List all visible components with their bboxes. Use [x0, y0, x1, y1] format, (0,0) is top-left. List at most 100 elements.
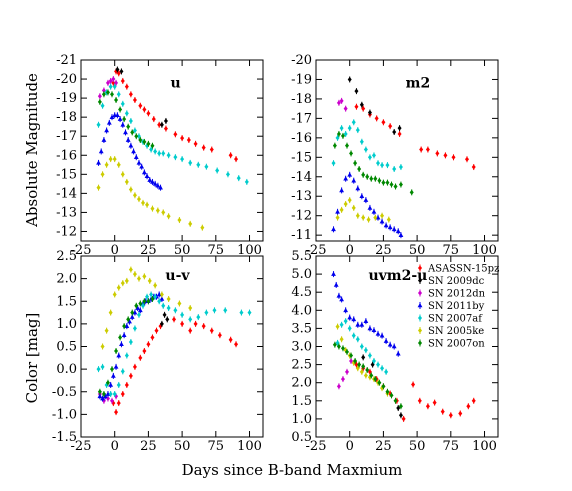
data-point — [361, 354, 366, 360]
data-point — [383, 338, 389, 343]
data-point — [112, 391, 117, 397]
data-point — [133, 154, 139, 159]
data-point — [157, 122, 162, 128]
data-point — [141, 200, 146, 206]
data-point — [331, 160, 336, 166]
data-point — [97, 393, 103, 399]
data-point — [120, 78, 125, 84]
data-point — [349, 358, 354, 364]
x-tick-label: 0 — [111, 243, 119, 258]
data-point — [359, 322, 365, 327]
data-point — [371, 358, 376, 364]
data-point — [335, 209, 340, 214]
data-point — [435, 150, 440, 157]
data-point — [347, 125, 352, 131]
data-point — [144, 173, 150, 179]
data-point — [158, 185, 163, 190]
data-point — [188, 221, 193, 227]
data-point — [193, 141, 198, 147]
panel-frame — [315, 59, 499, 242]
legend-marker — [418, 340, 422, 346]
y-tick-label: 1.0 — [56, 317, 77, 332]
data-point — [153, 294, 158, 300]
y-tick-label: 3.0 — [291, 340, 312, 355]
data-point — [188, 328, 193, 334]
data-point — [336, 131, 341, 137]
data-point — [244, 179, 249, 185]
y-tick-label: -13 — [56, 205, 77, 220]
data-point — [130, 129, 135, 135]
y-tick-label: -16 — [56, 148, 77, 163]
data-point — [359, 343, 364, 350]
data-point — [156, 291, 162, 297]
data-point — [122, 323, 127, 329]
data-point — [166, 152, 171, 158]
data-point — [353, 160, 358, 166]
data-point — [116, 352, 122, 358]
y-tick-label: -19 — [291, 72, 312, 87]
data-point — [371, 152, 376, 158]
data-point — [124, 323, 130, 328]
data-point — [425, 403, 430, 409]
data-point — [120, 171, 125, 177]
data-point — [379, 333, 385, 338]
data-point — [355, 127, 360, 133]
data-point — [163, 125, 168, 132]
data-point — [365, 367, 370, 373]
data-point — [142, 139, 147, 145]
y-tick-label: 0.0 — [56, 362, 77, 377]
y-tick-label: 4.0 — [291, 303, 312, 318]
y-tick-label: -20 — [291, 53, 312, 68]
y-tick-label: -17 — [291, 111, 312, 126]
data-point — [351, 316, 357, 322]
data-point — [188, 305, 193, 311]
data-point — [354, 104, 359, 110]
data-point — [349, 352, 354, 359]
data-point — [159, 321, 164, 327]
data-point — [215, 167, 220, 174]
data-point — [355, 185, 361, 191]
data-point — [367, 369, 372, 375]
x-tick-label: 100 — [237, 439, 262, 454]
data-point — [347, 325, 352, 331]
data-point — [114, 409, 119, 415]
y-tick-label: -11 — [291, 228, 312, 243]
legend-label: SN 2007af — [428, 314, 483, 325]
data-point — [345, 143, 350, 149]
data-point — [398, 403, 403, 409]
data-point — [396, 405, 401, 411]
x-tick-label: -25 — [71, 439, 92, 454]
panel-title: u-v — [165, 268, 190, 284]
data-point — [347, 76, 352, 83]
data-point — [347, 172, 353, 177]
data-point — [132, 309, 138, 315]
data-point — [355, 365, 360, 371]
data-point — [120, 391, 125, 397]
data-point — [139, 164, 145, 169]
y-tick-label: -15 — [56, 167, 77, 182]
data-point — [209, 146, 214, 153]
data-point — [114, 348, 119, 354]
data-point — [136, 196, 141, 202]
data-point — [388, 123, 393, 129]
data-point — [166, 213, 171, 219]
data-point — [398, 181, 403, 188]
data-point — [126, 316, 131, 322]
panels: -25 0 25 50 75 100 -12 -13 -14 -15 -16 -17 -18 -19 -20… — [52, 53, 499, 454]
data-point — [112, 291, 117, 298]
data-point — [363, 318, 369, 323]
data-point — [134, 303, 139, 309]
data-point — [141, 303, 146, 309]
legend-marker — [418, 265, 422, 271]
data-point — [448, 412, 453, 418]
y-tick-label: -1.0 — [52, 407, 77, 422]
y-tick-label: 0.5 — [56, 340, 77, 355]
data-point — [336, 293, 342, 298]
data-point — [96, 122, 101, 128]
data-point — [100, 395, 105, 401]
data-point — [386, 216, 391, 223]
x-tick-label: 75 — [443, 439, 460, 454]
x-tick-label: 75 — [443, 243, 460, 258]
data-point — [132, 97, 137, 103]
